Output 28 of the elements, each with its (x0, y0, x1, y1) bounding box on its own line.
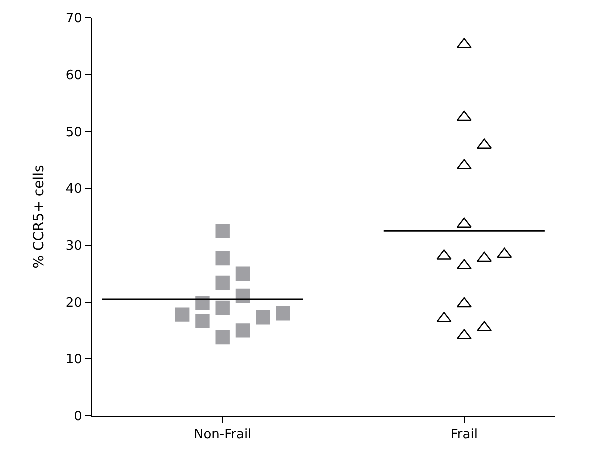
y-tick-label: 10 (66, 352, 82, 368)
x-tick-label: Non-Frail (194, 428, 252, 443)
y-tick-label: 30 (66, 238, 82, 254)
point (196, 314, 210, 328)
point (497, 248, 512, 258)
point (236, 266, 250, 281)
x-tick-label: Frail (450, 428, 478, 443)
y-tick-label: 50 (66, 125, 82, 140)
point (456, 297, 472, 308)
y-tick-label: 70 (66, 12, 82, 27)
y-tick-label: 0 (74, 410, 82, 425)
point (236, 324, 250, 338)
y-tick-label: 40 (66, 182, 82, 198)
point (216, 330, 230, 345)
point (175, 308, 190, 322)
point (477, 252, 492, 262)
point (216, 251, 230, 266)
point (216, 276, 230, 290)
y-axis-title: % CCR5+ cells (31, 165, 48, 269)
y-tick-label: 60 (66, 68, 82, 84)
point (196, 296, 210, 311)
point (216, 224, 230, 238)
y-tick-label: 20 (66, 296, 82, 311)
point (456, 110, 472, 122)
point (256, 310, 270, 325)
point (276, 306, 290, 321)
point (216, 300, 230, 316)
point (236, 288, 250, 304)
